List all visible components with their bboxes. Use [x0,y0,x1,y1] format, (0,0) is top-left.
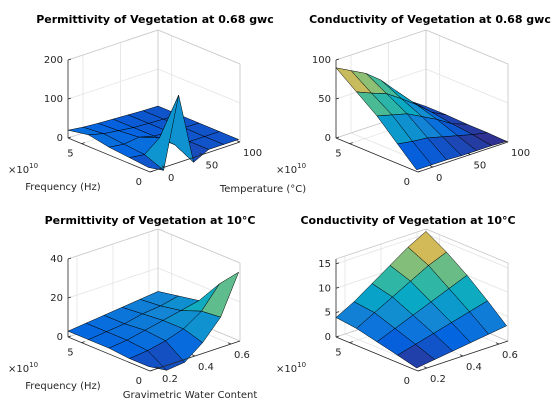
y-tick-label: 100 [511,148,530,159]
y-tick [495,342,500,345]
x-exponent: ×1010 [276,361,306,375]
box-edge [425,228,509,264]
x-tick-label: 5 [335,348,341,359]
surface-patch [397,344,435,369]
z-tick [335,335,340,338]
y-tick [199,152,203,155]
y-tick-label: 0.4 [466,362,482,373]
x-tick [149,170,154,173]
x-multiplier: ×10 [8,364,29,375]
x-tick-label: 0 [404,376,410,387]
z-tick-label: 50 [318,94,331,105]
x-exponent: ×1010 [8,162,38,176]
x-exponent-power: 10 [29,361,38,369]
z-tick-label: 15 [318,259,331,270]
y-tick [459,354,464,357]
z-tick [335,136,340,139]
x-axis-label: Frequency (Hz) [25,381,101,392]
y-tick [467,152,471,155]
z-tick [335,58,340,61]
box-edge [157,228,241,264]
chart-title: Conductivity of Vegetation at 0.68 gwc [309,13,551,26]
chart-title: Permittivity of Vegetation at 10°C [45,214,256,227]
y-tick [504,140,509,143]
x-tick [417,170,422,173]
z-tick-label: 200 [44,55,63,66]
y-tick [429,165,434,168]
y-tick-label: 0.6 [234,350,250,361]
x-multiplier: ×10 [276,165,297,176]
x-exponent-power: 10 [297,361,306,369]
y-tick-label: 50 [206,161,219,172]
surface-patch [129,350,167,371]
y-tick-label: 0.2 [162,374,178,385]
y-tick [423,366,428,369]
z-tick-label: 0 [325,332,331,343]
x-exponent: ×1010 [276,162,306,176]
z-tick-label: 5 [325,308,331,319]
z-tick [335,262,340,265]
x-tick-label: 0 [136,376,142,387]
x-tick-label: 5 [335,149,341,160]
z-tick [67,335,72,338]
y-tick-label: 50 [474,161,487,172]
x-exponent-power: 10 [297,162,306,170]
z-tick-label: 0 [325,133,331,144]
y-axis-label: Temperature (°C) [219,184,306,195]
z-tick-label: 40 [50,254,63,265]
z-tick-label: 0 [57,133,63,144]
box-edge [425,29,509,65]
z-tick [335,311,340,314]
x-tick [349,341,353,344]
y-tick-label: 0 [168,173,174,184]
y-tick [155,366,160,369]
z-tick [67,136,72,139]
chart-title: Conductivity of Vegetation at 10°C [300,214,515,227]
x-tick [149,369,154,372]
y-tick [227,342,232,345]
x-exponent: ×1010 [8,361,38,375]
z-tick-label: 100 [44,94,63,105]
box-edge [157,29,241,65]
x-tick [81,341,85,344]
y-tick [236,140,241,143]
box-edge [335,228,427,260]
y-tick [161,165,166,168]
z-tick [335,97,340,100]
z-tick-label: 100 [312,55,331,66]
y-tick-label: 0.2 [430,374,446,385]
y-tick-label: 0.4 [198,362,214,373]
x-tick-label: 5 [67,348,73,359]
x-tick-label: 0 [136,177,142,188]
z-tick [67,97,72,100]
z-tick [67,296,72,299]
y-tick [191,354,196,357]
z-tick-label: 0 [57,332,63,343]
box-edge [335,29,427,61]
y-tick-label: 0 [436,173,442,184]
x-tick-label: 5 [67,149,73,160]
x-tick [349,142,353,145]
x-exponent-power: 10 [29,162,38,170]
x-tick [81,142,85,145]
y-tick-label: 0.6 [502,350,518,361]
surface-patch [397,141,432,171]
z-tick-label: 10 [318,283,331,294]
z-tick-label: 20 [50,293,63,304]
z-tick [335,286,340,289]
chart-title: Permittivity of Vegetation at 0.68 gwc [36,13,274,26]
x-multiplier: ×10 [8,165,29,176]
x-tick [417,369,422,372]
box-edge [67,228,159,260]
y-axis-label: Gravimetric Water Content [123,390,258,401]
z-tick [67,257,72,260]
x-axis-label: Frequency (Hz) [25,182,101,193]
x-tick-label: 0 [404,177,410,188]
box-edge [67,29,159,61]
x-multiplier: ×10 [276,364,297,375]
z-tick [67,58,72,61]
y-tick-label: 100 [243,148,262,159]
